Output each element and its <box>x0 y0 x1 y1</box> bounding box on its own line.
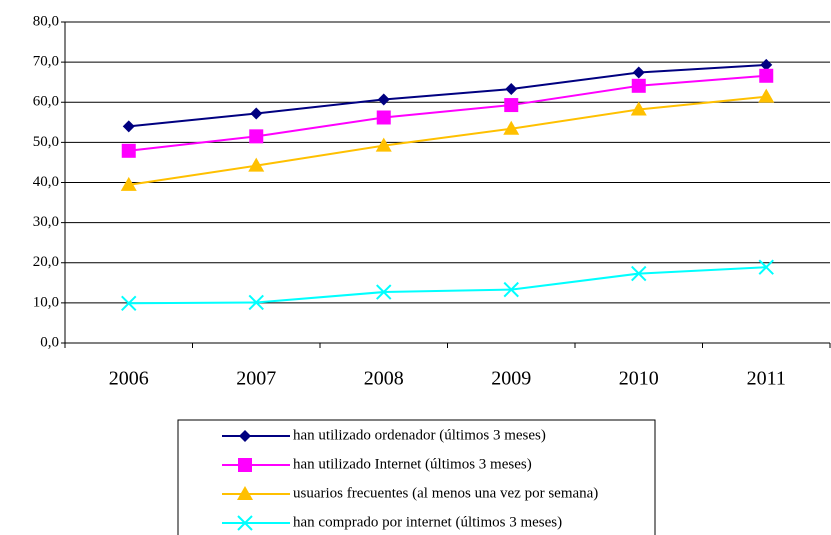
data-point <box>375 137 392 152</box>
y-tick-label: 40,0 <box>33 174 59 190</box>
legend-label: han utilizado Internet (últimos 3 meses) <box>293 456 532 472</box>
x-tick-label: 2007 <box>236 368 276 390</box>
data-point <box>631 265 647 282</box>
y-tick-label: 80,0 <box>33 13 59 29</box>
y-tick-label: 0,0 <box>40 334 59 350</box>
legend-label: usuarios frecuentes (al menos una vez po… <box>293 485 598 501</box>
data-point <box>250 107 263 120</box>
y-tick-label: 50,0 <box>33 134 59 150</box>
legend-marker <box>239 430 251 442</box>
series-line <box>128 63 767 128</box>
data-point <box>631 78 646 93</box>
legend-marker <box>237 515 253 531</box>
legend-marker <box>237 486 253 500</box>
x-tick-label: 2011 <box>747 368 786 390</box>
data-point <box>377 93 390 106</box>
legend-label: han comprado por internet (últimos 3 mes… <box>293 514 562 530</box>
data-point <box>248 157 265 172</box>
x-tick-label: 2008 <box>364 368 404 390</box>
series-line <box>128 266 767 305</box>
data-point <box>760 58 773 71</box>
data-point <box>376 110 391 125</box>
y-tick-label: 30,0 <box>33 214 59 230</box>
y-tick-label: 60,0 <box>33 94 59 110</box>
data-point <box>121 295 137 311</box>
data-point <box>758 259 774 275</box>
data-point <box>503 120 520 135</box>
data-point <box>759 68 774 83</box>
x-tick-label: 2006 <box>109 368 149 390</box>
data-point <box>120 176 137 191</box>
data-point <box>758 88 775 103</box>
x-tick-label: 2010 <box>619 368 659 390</box>
series-line <box>128 74 767 152</box>
data-point <box>249 129 264 144</box>
y-tick-label: 20,0 <box>33 254 59 270</box>
legend-box <box>177 419 656 535</box>
legend-marker <box>238 458 252 472</box>
data-point <box>503 281 519 298</box>
data-point <box>504 98 519 113</box>
data-point <box>632 66 645 79</box>
data-point <box>505 83 518 96</box>
x-tick-label: 2009 <box>491 368 531 390</box>
data-point <box>121 143 136 158</box>
data-point <box>630 101 647 116</box>
y-tick-label: 10,0 <box>33 294 59 310</box>
data-point <box>248 294 264 311</box>
data-point <box>376 284 392 300</box>
y-tick-label: 70,0 <box>33 54 59 70</box>
series-line <box>128 95 767 186</box>
data-point <box>122 120 135 133</box>
legend-label: han utilizado ordenador (últimos 3 meses… <box>293 427 546 443</box>
